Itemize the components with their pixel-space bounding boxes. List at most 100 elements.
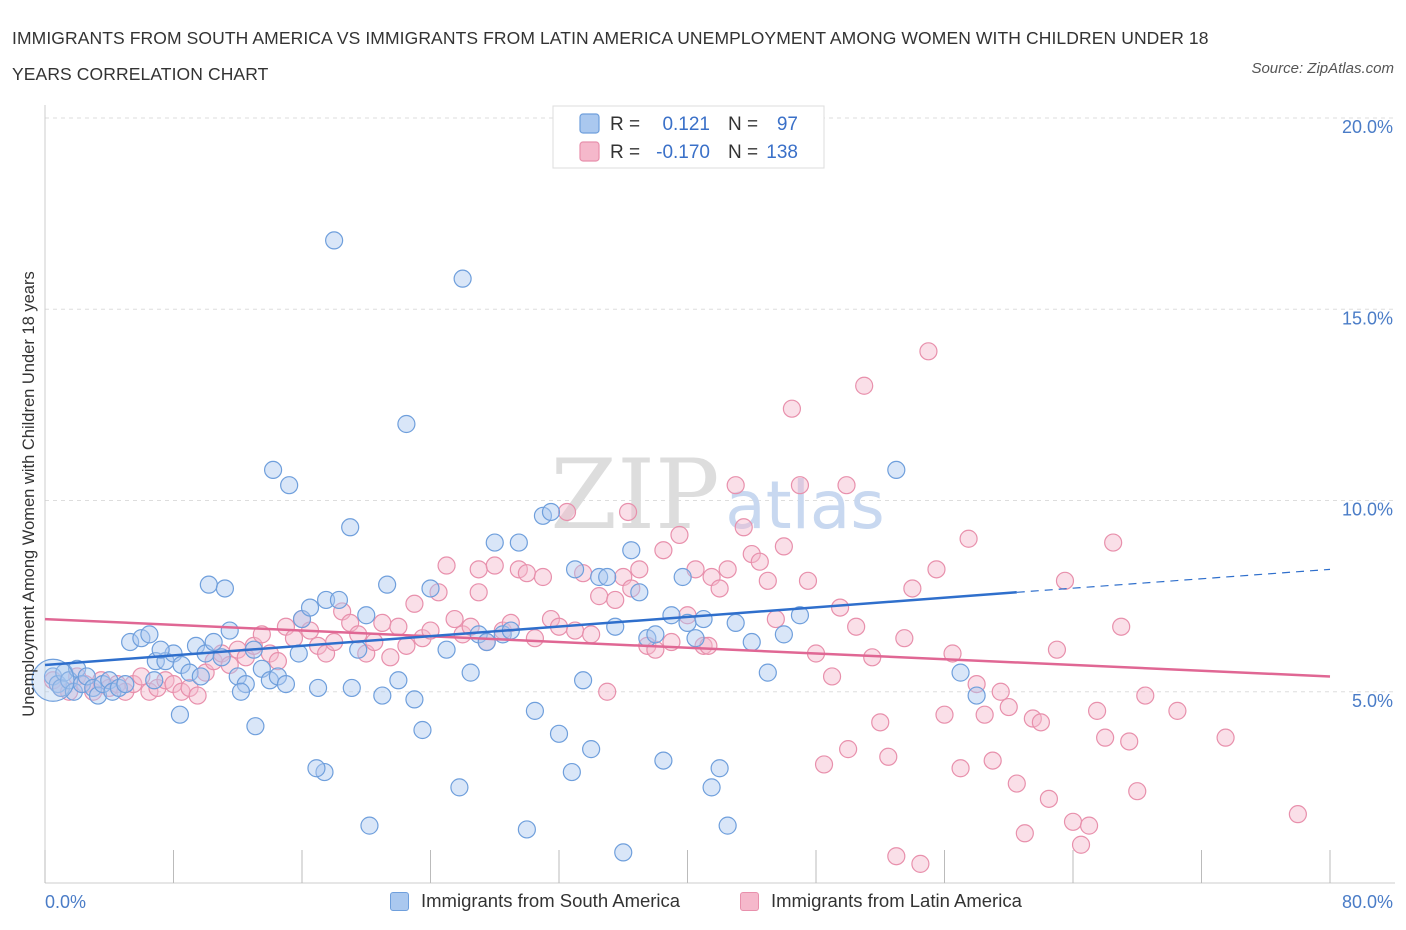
- x-tick-label: 80.0%: [1342, 892, 1393, 912]
- legend-r-value: -0.170: [656, 142, 710, 163]
- data-point-latin-america: [405, 594, 424, 613]
- data-point-south-america: [140, 625, 159, 644]
- y-axis-label: Unemployment Among Women with Children U…: [20, 271, 38, 716]
- y-tick-label: 20.0%: [1342, 117, 1393, 137]
- data-point-latin-america: [822, 667, 842, 686]
- data-point-south-america: [151, 640, 170, 659]
- trend-line-south-america-extension: [1016, 568, 1331, 593]
- data-point-latin-america: [1096, 728, 1115, 747]
- legend-swatch-south-america: [579, 113, 600, 134]
- data-point-latin-america: [533, 567, 553, 587]
- data-point-south-america: [790, 606, 810, 625]
- data-point-latin-america: [1136, 686, 1155, 705]
- data-point-latin-america: [582, 625, 601, 644]
- data-point-latin-america: [445, 609, 464, 629]
- data-point-south-america: [525, 701, 545, 720]
- grid-lines: [45, 117, 1395, 693]
- data-point-latin-america: [887, 847, 906, 866]
- data-point-south-america: [308, 678, 328, 698]
- data-point-south-america: [622, 541, 641, 560]
- data-point-south-america: [450, 778, 469, 797]
- data-point-south-america: [673, 567, 692, 587]
- data-point-south-america: [329, 590, 349, 610]
- data-point-south-america: [77, 667, 96, 686]
- data-point-latin-america: [710, 579, 729, 598]
- source-credit: Source: ZipAtlas.com: [1251, 60, 1394, 77]
- data-point-latin-america: [975, 705, 994, 724]
- data-point-latin-america: [991, 682, 1010, 701]
- data-point-south-america: [204, 632, 223, 652]
- data-point-latin-america: [268, 652, 288, 671]
- data-point-latin-america: [188, 686, 207, 705]
- data-point-south-america: [191, 667, 210, 686]
- data-point-latin-america: [670, 525, 689, 545]
- data-point-latin-america: [1039, 789, 1059, 808]
- data-point-south-america: [316, 590, 336, 610]
- legend-item-latin-america: Immigrants from Latin America: [740, 890, 1022, 912]
- y-tick-label: 15.0%: [1342, 308, 1393, 328]
- data-point-south-america: [598, 567, 617, 587]
- y-tick-label: 5.0%: [1352, 691, 1393, 711]
- data-point-south-america: [116, 674, 135, 694]
- data-point-latin-america: [718, 560, 737, 579]
- data-point-south-america: [887, 460, 906, 479]
- data-point-south-america: [300, 598, 320, 617]
- data-point-south-america: [951, 663, 970, 682]
- data-point-south-america: [710, 759, 729, 778]
- data-point-latin-america: [895, 629, 914, 648]
- data-point-south-america: [485, 533, 504, 552]
- trend-line-south-america: [44, 591, 1017, 667]
- legend-n-label: N =: [728, 142, 758, 163]
- tick-labels: 5.0% 10.0% 15.0% 20.0% 0.0% 80.0%: [45, 117, 1393, 912]
- data-point-latin-america: [774, 537, 793, 556]
- data-point-latin-america: [943, 644, 962, 663]
- watermark: ZIP atlas: [550, 439, 884, 551]
- data-point-latin-america: [469, 560, 488, 579]
- data-point-south-america: [686, 629, 705, 648]
- data-point-latin-america: [1288, 805, 1307, 824]
- data-point-latin-america: [1087, 701, 1107, 720]
- data-point-south-america: [662, 606, 681, 625]
- data-point-south-america: [646, 625, 665, 644]
- data-point-latin-america: [630, 560, 649, 579]
- data-point-south-america: [215, 579, 234, 598]
- data-point-south-america: [325, 231, 344, 250]
- data-point-south-america: [263, 460, 283, 479]
- data-point-latin-america: [485, 556, 504, 575]
- legend-r-label: R =: [610, 114, 640, 135]
- data-point-south-america: [31, 658, 75, 702]
- data-point-latin-america: [1007, 774, 1026, 793]
- data-point-south-america: [573, 671, 593, 690]
- data-point-south-america: [360, 816, 379, 835]
- data-point-south-america: [582, 740, 601, 759]
- data-point-south-america: [614, 843, 633, 862]
- data-point-south-america: [702, 778, 721, 797]
- data-point-latin-america: [879, 747, 898, 766]
- data-point-latin-america: [437, 556, 456, 575]
- data-point-latin-america: [1047, 640, 1067, 659]
- data-point-latin-america: [1216, 728, 1235, 747]
- data-point-south-america: [437, 640, 456, 659]
- legend-r-value: 0.121: [662, 114, 710, 135]
- data-point-latin-america: [1063, 812, 1083, 831]
- data-point-south-america: [180, 663, 199, 682]
- legend-n-value: 138: [766, 142, 798, 163]
- data-point-south-america: [654, 751, 673, 770]
- data-point-south-america: [220, 621, 239, 640]
- data-point-latin-america: [525, 629, 545, 648]
- data-point-south-america: [231, 682, 251, 701]
- data-point-latin-america: [1055, 571, 1075, 590]
- data-point-south-america: [341, 518, 360, 537]
- data-point-south-america: [276, 674, 296, 694]
- data-point-south-america: [413, 720, 432, 740]
- legend-swatch-latin-america: [740, 891, 759, 911]
- data-point-south-america: [461, 663, 480, 682]
- data-point-latin-america: [1112, 617, 1131, 636]
- data-point-south-america: [170, 705, 190, 724]
- series-south-america-points: [31, 231, 986, 862]
- data-point-latin-america: [618, 502, 638, 522]
- data-point-latin-america: [469, 583, 488, 602]
- data-point-south-america: [758, 663, 777, 682]
- data-point-latin-america: [373, 613, 392, 633]
